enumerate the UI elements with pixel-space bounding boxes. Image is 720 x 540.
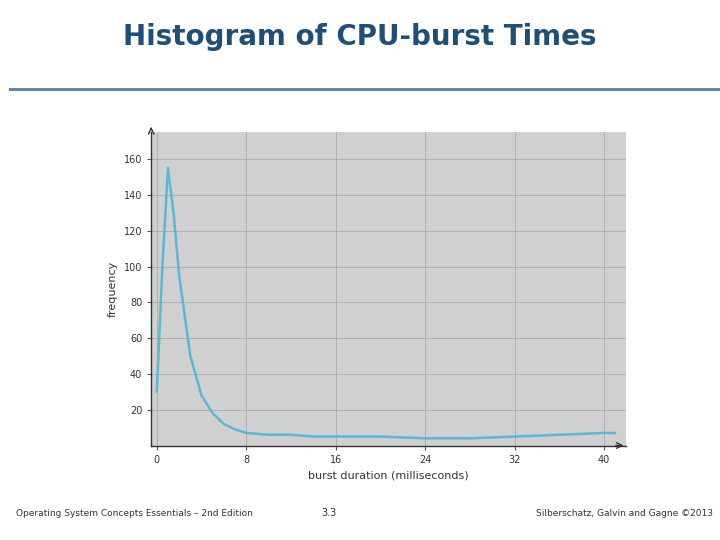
Text: 3.3: 3.3: [322, 508, 337, 518]
Text: Histogram of CPU-burst Times: Histogram of CPU-burst Times: [123, 23, 597, 51]
X-axis label: burst duration (milliseconds): burst duration (milliseconds): [308, 470, 469, 480]
Y-axis label: frequency: frequency: [108, 261, 118, 317]
Text: Operating System Concepts Essentials – 2nd Edition: Operating System Concepts Essentials – 2…: [17, 509, 253, 518]
Text: Silberschatz, Galvin and Gagne ©2013: Silberschatz, Galvin and Gagne ©2013: [536, 509, 713, 518]
